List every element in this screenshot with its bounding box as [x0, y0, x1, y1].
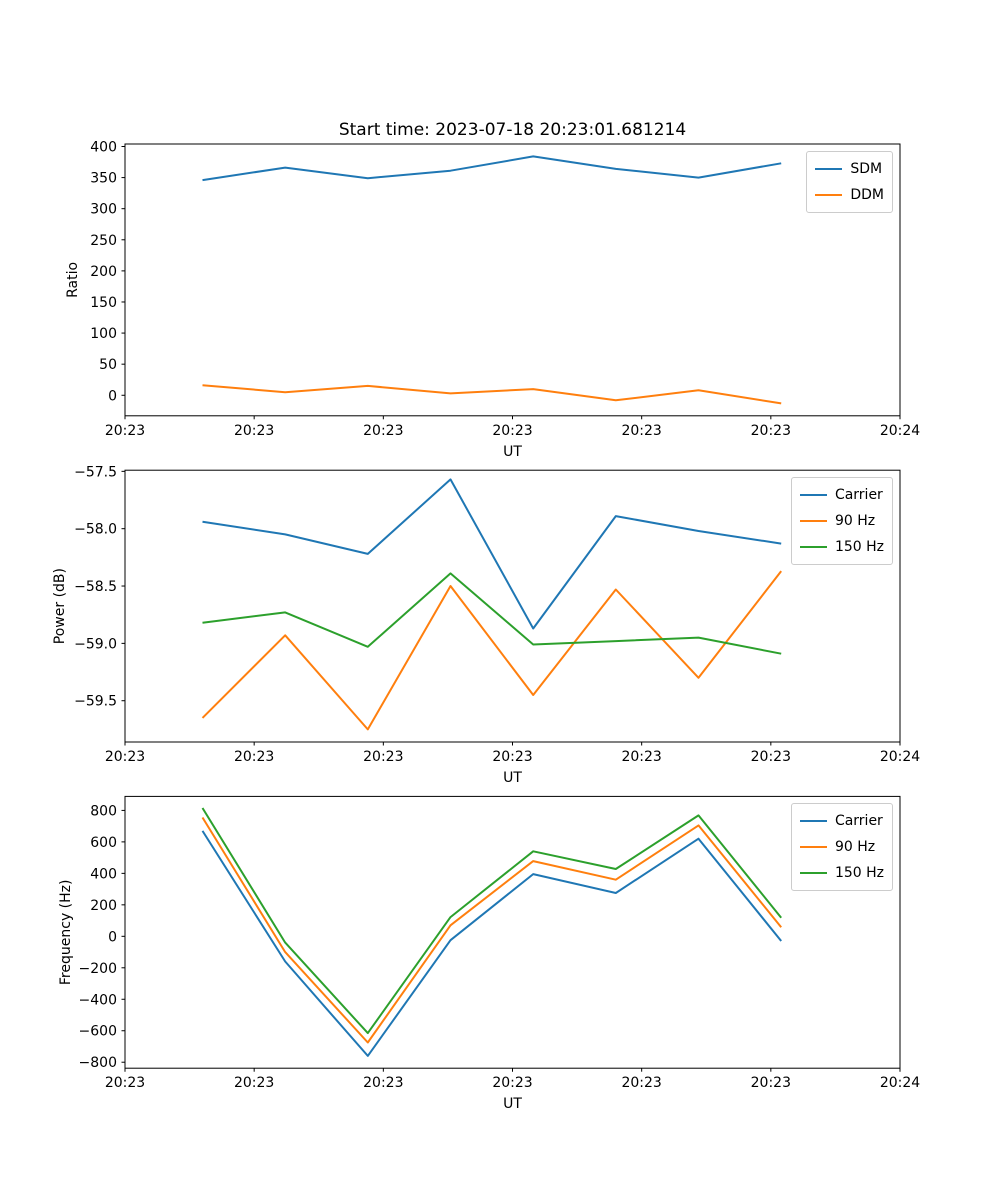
legend-label: 90 Hz [834, 839, 876, 856]
x-tick-label: 20:23 [751, 423, 791, 439]
y-tick-label: 250 [90, 233, 117, 249]
legend-line-sample [799, 846, 827, 849]
x-tick-label: 20:24 [880, 1075, 920, 1091]
y-tick-label: 150 [90, 295, 117, 311]
legend-label: Carrier [834, 487, 883, 504]
legend-entry: 90 Hz [799, 508, 884, 534]
y-tick-label: 350 [90, 171, 117, 187]
y-tick-label: 0 [108, 388, 117, 404]
y-tick-label: −59.5 [74, 694, 117, 710]
axes-frame [124, 143, 901, 417]
legend-label: DDM [850, 187, 884, 203]
legend-line-sample [799, 494, 827, 497]
series-line-carrier [202, 478, 782, 630]
series-line-150-hz [201, 807, 782, 1035]
y-axis-label: Frequency (Hz) [58, 880, 74, 986]
y-tick-label: 0 [108, 929, 117, 945]
y-tick-label: 300 [90, 202, 117, 218]
x-tick-label: 20:23 [363, 749, 403, 765]
y-tick-label: −58.5 [74, 579, 117, 595]
y-axis-label: Ratio [65, 262, 81, 298]
x-tick-label: 20:23 [751, 749, 791, 765]
y-tick-label: 400 [90, 866, 117, 882]
x-tick-label: 20:23 [621, 749, 661, 765]
y-tick-label: 200 [90, 898, 117, 914]
series-line-90-hz [201, 570, 782, 731]
legend-label: SDM [850, 161, 883, 177]
legend-label: 90 Hz [834, 513, 876, 530]
x-tick-label: 20:23 [751, 1075, 791, 1091]
y-tick-label: 400 [90, 139, 117, 155]
y-tick-label: 800 [90, 803, 117, 819]
x-tick-label: 20:23 [363, 423, 403, 439]
figure-title: Start time: 2023-07-18 20:23:01.681214 [338, 120, 687, 140]
y-tick-label: −200 [79, 961, 117, 977]
x-axis-label: UT [503, 770, 522, 786]
x-tick-label: 20:24 [880, 749, 920, 765]
legend-entry: DDM [815, 182, 884, 208]
legend-entry: Carrier [799, 808, 884, 834]
legend-line-sample [799, 872, 827, 875]
legend-line-sample [815, 194, 843, 196]
x-tick-label: 20:23 [363, 1075, 403, 1091]
legend-line-sample [799, 820, 827, 823]
legend-subplot-2: Carrier 90 Hz 150 Hz [790, 803, 893, 892]
legend-line-sample [799, 520, 827, 523]
legend-label: 150 Hz [834, 865, 884, 882]
series-line-150-hz [202, 572, 782, 655]
legend-subplot-1: Carrier 90 Hz 150 Hz [790, 477, 893, 566]
x-tick-label: 20:23 [105, 423, 145, 439]
legend-line-sample [815, 168, 843, 170]
legend-entry: 90 Hz [799, 834, 884, 860]
y-tick-label: −800 [79, 1055, 117, 1071]
x-tick-label: 20:23 [492, 423, 532, 439]
y-tick-label: 600 [90, 835, 117, 851]
subplot-0: 400 350 300 250 200 150 100 50 0 20:23 20:23 20:23 2… [65, 139, 920, 459]
x-tick-label: 20:23 [621, 1075, 661, 1091]
subplot-1: −57.5 −58.0 −58.5 −59.0 −59.5 20:23 20:23 20:23… [52, 464, 920, 786]
legend-label: 150 Hz [834, 539, 884, 556]
y-tick-label: 200 [90, 264, 117, 280]
axes-frame [124, 469, 901, 743]
legend-entry: Carrier [799, 482, 884, 508]
legend-entry: 150 Hz [799, 860, 884, 886]
x-axis-label: UT [503, 444, 522, 460]
series-line-sdm [202, 155, 782, 182]
x-tick-label: 20:24 [880, 423, 920, 439]
y-tick-label: −57.5 [74, 464, 117, 480]
y-tick-label: 50 [99, 357, 117, 373]
subplot-2: 800 600 400 200 0 −200 −400 −600 −800 20:23 20:23 2… [58, 795, 920, 1112]
x-tick-label: 20:23 [492, 1075, 532, 1091]
x-tick-label: 20:23 [492, 749, 532, 765]
axes-frame [124, 795, 901, 1069]
legend-line-sample [799, 546, 827, 549]
y-tick-label: 100 [90, 326, 117, 342]
x-tick-label: 20:23 [234, 1075, 274, 1091]
y-tick-label: −59.0 [74, 636, 117, 652]
series-line-ddm [202, 384, 782, 405]
series-line-carrier [201, 830, 782, 1057]
x-tick-label: 20:23 [105, 749, 145, 765]
series-line-90-hz [201, 816, 782, 1044]
x-tick-label: 20:23 [234, 423, 274, 439]
y-axis-label: Power (dB) [52, 568, 68, 644]
legend-label: Carrier [834, 813, 883, 830]
y-tick-label: −600 [79, 1024, 117, 1040]
x-tick-label: 20:23 [621, 423, 661, 439]
legend-entry: SDM [815, 156, 884, 182]
legend-entry: 150 Hz [799, 534, 884, 560]
legend-subplot-0: SDM DDM [806, 151, 893, 213]
x-tick-label: 20:23 [105, 1075, 145, 1091]
y-tick-label: −58.0 [74, 522, 117, 538]
x-axis-label: UT [503, 1096, 522, 1112]
y-tick-label: −400 [79, 992, 117, 1008]
x-tick-label: 20:23 [234, 749, 274, 765]
